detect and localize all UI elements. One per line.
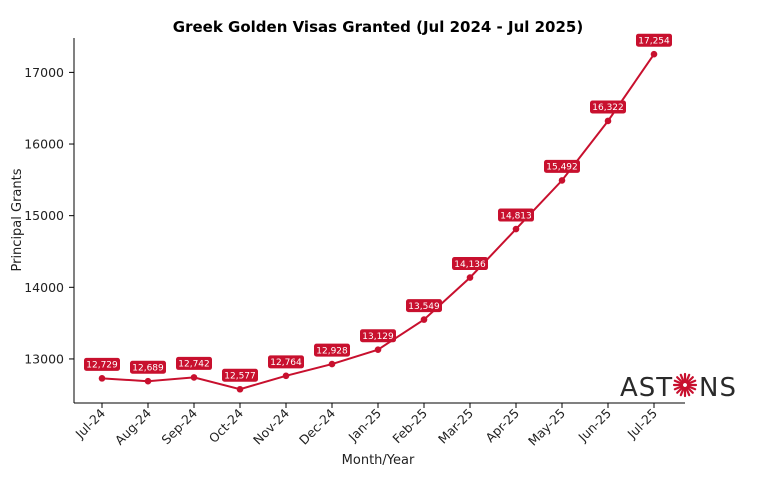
data-label-text: 13,549 xyxy=(408,302,440,312)
data-label-box xyxy=(636,33,672,47)
x-tick-label: Dec-24 xyxy=(296,405,338,447)
data-label-text: 17,254 xyxy=(638,36,670,46)
data-point xyxy=(190,374,198,381)
brand-logo: AST NS xyxy=(620,372,737,403)
starburst-ray xyxy=(685,386,691,397)
data-label-box xyxy=(544,159,580,173)
data-label-text: 12,742 xyxy=(178,360,210,370)
x-ticks: Jul-24 Aug-24 Sep-24 Oct-24 Nov-24 Dec-24 Jan-… xyxy=(72,403,660,449)
data-label-text: 12,689 xyxy=(132,363,164,373)
y-ticks: 13000 14000 15000 16000 17000 xyxy=(24,65,74,366)
data-label: 12,729 xyxy=(84,357,120,371)
data-label-text: 14,813 xyxy=(500,211,532,221)
starburst-ray xyxy=(679,373,685,384)
data-label: 12,689 xyxy=(130,360,166,374)
data-label-box xyxy=(268,355,304,369)
data-label-text: 12,729 xyxy=(86,361,118,371)
data-label: 14,813 xyxy=(498,208,534,222)
x-tick-label: Jul-24 xyxy=(72,405,108,441)
x-tick-label: Apr-25 xyxy=(482,406,522,446)
logo-text-right: NS xyxy=(699,373,737,403)
data-label: 13,129 xyxy=(360,329,396,343)
data-label-box xyxy=(406,299,442,313)
data-point xyxy=(328,360,336,368)
data-point xyxy=(512,225,520,233)
starburst-ray xyxy=(686,385,697,391)
data-point xyxy=(144,377,152,385)
data-label-box xyxy=(452,257,488,271)
x-tick-label: Mar-25 xyxy=(435,406,476,447)
data-point xyxy=(236,385,244,393)
data-point xyxy=(374,346,382,354)
data-label-box xyxy=(176,356,212,370)
data-label: 12,764 xyxy=(268,355,304,369)
data-point xyxy=(282,372,290,380)
data-label: 12,742 xyxy=(176,356,212,370)
data-label-text: 12,577 xyxy=(224,371,256,381)
data-point xyxy=(420,316,428,323)
data-point xyxy=(98,375,106,382)
data-label-text: 13,129 xyxy=(362,332,394,342)
starburst-ray xyxy=(686,379,697,385)
x-tick-label: May-25 xyxy=(525,406,568,449)
data-label: 12,928 xyxy=(314,343,350,357)
x-tick-label: Feb-25 xyxy=(389,406,430,447)
data-point xyxy=(558,177,566,184)
x-axis-label: Month/Year xyxy=(342,453,415,468)
starburst-ray xyxy=(673,379,684,385)
data-label: 12,577 xyxy=(222,368,258,382)
data-label-text: 12,928 xyxy=(316,346,348,356)
data-label-box xyxy=(84,357,120,371)
starburst-ray xyxy=(676,386,684,394)
x-tick-label: Aug-24 xyxy=(112,405,154,447)
data-label-box xyxy=(590,100,626,114)
data-label-box xyxy=(360,329,396,343)
data-label-box xyxy=(222,368,258,382)
data-label-box xyxy=(314,343,350,357)
y-axis-label: Principal Grants xyxy=(10,168,25,271)
chart-title: Greek Golden Visas Granted (Jul 2024 - J… xyxy=(173,18,583,36)
starburst-ray xyxy=(676,376,684,384)
data-label-text: 14,136 xyxy=(454,260,486,270)
data-label: 14,136 xyxy=(452,257,488,271)
data-point xyxy=(650,50,658,58)
logo-text-left: AST xyxy=(620,373,673,403)
x-tick-label: Jul-25 xyxy=(624,406,660,442)
x-tick-label: Oct-24 xyxy=(206,405,246,445)
y-tick-label: 14000 xyxy=(24,280,64,295)
y-tick-label: 13000 xyxy=(24,351,64,366)
x-tick-label: Jun-25 xyxy=(575,406,615,446)
data-label: 13,549 xyxy=(406,299,442,313)
data-points xyxy=(98,50,658,393)
data-point xyxy=(604,117,612,125)
data-label-text: 15,492 xyxy=(546,163,578,173)
y-tick-label: 15000 xyxy=(24,208,64,223)
data-label-text: 12,764 xyxy=(270,358,302,368)
data-label: 16,322 xyxy=(590,100,626,114)
data-label-box xyxy=(130,360,166,374)
data-point xyxy=(466,274,474,281)
starburst-icon xyxy=(672,372,698,398)
x-tick-label: Jan-25 xyxy=(345,406,384,445)
data-label: 15,492 xyxy=(544,159,580,173)
starburst-ray xyxy=(686,376,694,384)
x-tick-label: Nov-24 xyxy=(250,405,292,447)
data-labels: 12,729 12,689 12,742 12,577 12,764 12,928 13,1… xyxy=(84,33,672,382)
starburst-ray xyxy=(673,385,684,391)
starburst-ray xyxy=(686,386,694,394)
y-tick-label: 17000 xyxy=(24,65,64,80)
y-tick-label: 16000 xyxy=(24,137,64,152)
data-label: 17,254 xyxy=(636,33,672,47)
data-label-text: 16,322 xyxy=(592,103,624,113)
starburst-ray xyxy=(685,373,691,384)
starburst-ray xyxy=(679,386,685,397)
data-label-box xyxy=(498,208,534,222)
x-tick-label: Sep-24 xyxy=(158,405,200,447)
